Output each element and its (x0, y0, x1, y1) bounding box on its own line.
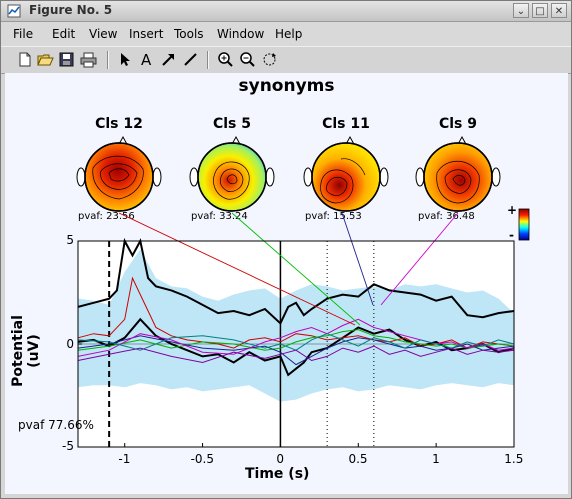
cluster-title: Cls 5 (212, 116, 252, 132)
series-line (77, 345, 515, 364)
y-tick-label: -5 (62, 439, 74, 453)
print-icon[interactable] (80, 51, 97, 68)
text-icon[interactable]: A (138, 51, 155, 68)
menu-insert[interactable]: Insert (129, 27, 164, 41)
zoom-out-icon[interactable] (239, 51, 256, 68)
colorbar-minus-label: - (509, 228, 514, 242)
figure-title: synonyms (238, 76, 335, 96)
plot-frame (77, 240, 515, 448)
colorbar (518, 208, 530, 241)
series-line (77, 335, 515, 366)
x-tick-label: -1 (118, 452, 131, 466)
draw-line-icon[interactable] (182, 51, 199, 68)
minimize-button[interactable]: ⌄ (513, 3, 529, 18)
toolbar-separator (207, 51, 209, 69)
series-line (77, 318, 515, 357)
cluster-connector-line (380, 212, 459, 306)
cluster-title: Cls 12 (95, 116, 143, 132)
cluster-connector-line (341, 212, 374, 306)
cluster-pvaf: pvaf: 33.24 (191, 211, 248, 222)
arrow-pointer-icon[interactable] (117, 51, 134, 68)
series-line (77, 317, 515, 377)
scalp-map (76, 135, 162, 212)
svg-text:A: A (141, 51, 152, 68)
save-icon[interactable] (58, 51, 75, 68)
series-line (77, 237, 515, 326)
total-pvaf-label: pvaf 77.66% (18, 418, 94, 432)
y-tick-label: 0 (66, 337, 74, 351)
menu-help[interactable]: Help (275, 27, 303, 41)
cluster-connector-line (118, 212, 356, 326)
cluster-title: Cls 11 (322, 116, 370, 132)
cluster-title: Cls 9 (438, 116, 478, 132)
maximize-button[interactable]: □ (532, 3, 548, 18)
cluster-connector-line (231, 212, 361, 326)
cluster-pvaf: pvaf: 23.56 (78, 211, 135, 222)
y-tick-label: 5 (66, 233, 74, 247)
figure-graphics (76, 135, 530, 448)
series-line (77, 329, 515, 351)
rotate-icon[interactable] (261, 51, 278, 68)
window-title: Figure No. 5 (29, 3, 113, 17)
x-tick-label: 0 (276, 452, 284, 466)
cluster-pvaf: pvaf: 15.53 (305, 211, 362, 222)
x-tick-label: 0.5 (348, 452, 368, 466)
cluster-pvaf: pvaf: 36.48 (418, 211, 475, 222)
zoom-in-icon[interactable] (217, 51, 234, 68)
x-tick-label: 1 (432, 452, 440, 466)
title-bar[interactable]: Figure No. 5 ⌄ □ ✕ (1, 1, 571, 22)
close-button[interactable]: ✕ (551, 3, 567, 18)
toolbar: A (1, 46, 571, 74)
new-file-icon[interactable] (16, 51, 33, 68)
figure-app-icon (7, 4, 21, 18)
variance-envelope (78, 249, 514, 402)
chart-layer (77, 237, 515, 448)
menu-tools[interactable]: Tools (174, 27, 204, 41)
toolbar-separator (107, 51, 109, 69)
menu-view[interactable]: View (89, 27, 118, 41)
x-tick-label: -0.5 (190, 452, 214, 466)
x-axis-label: Time (s) (245, 466, 310, 482)
connector-layer (118, 212, 459, 326)
open-folder-icon[interactable] (37, 51, 54, 68)
series-line (77, 333, 515, 351)
menu-bar: File Edit View Insert Tools Window Help (1, 22, 571, 46)
scalp-map (189, 135, 275, 212)
figure-canvas[interactable]: synonyms Cls 12 Cls 5 Cls 11 Cls 9 pvaf:… (5, 73, 568, 494)
menu-edit[interactable]: Edit (52, 27, 76, 41)
scalp-map (415, 135, 501, 212)
menu-window[interactable]: Window (217, 27, 265, 41)
scalp-map (303, 135, 389, 212)
x-tick-label: 1.5 (504, 452, 524, 466)
colorbar-plus-label: + (507, 203, 518, 217)
y-axis-label: Potential (uV) (10, 315, 42, 387)
draw-arrow-icon[interactable] (160, 51, 177, 68)
menu-file[interactable]: File (13, 27, 34, 41)
